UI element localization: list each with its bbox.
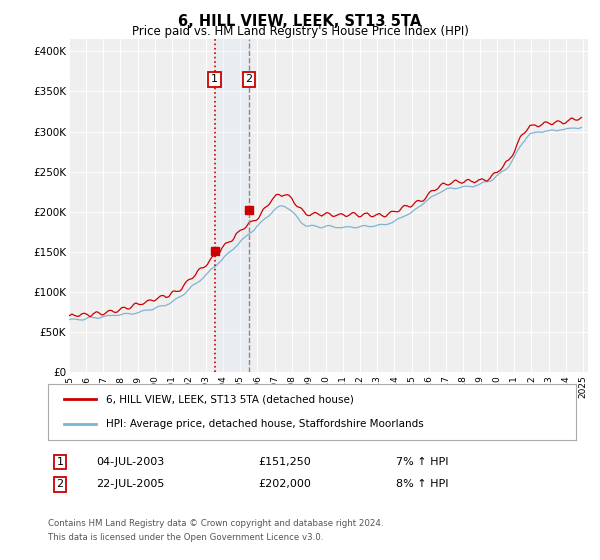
Text: 2: 2 xyxy=(56,479,64,489)
Text: 7% ↑ HPI: 7% ↑ HPI xyxy=(396,457,449,467)
Text: 04-JUL-2003: 04-JUL-2003 xyxy=(96,457,164,467)
Text: This data is licensed under the Open Government Licence v3.0.: This data is licensed under the Open Gov… xyxy=(48,533,323,542)
Text: 6, HILL VIEW, LEEK, ST13 5TA: 6, HILL VIEW, LEEK, ST13 5TA xyxy=(178,14,422,29)
Text: 2: 2 xyxy=(245,74,253,85)
Text: 6, HILL VIEW, LEEK, ST13 5TA (detached house): 6, HILL VIEW, LEEK, ST13 5TA (detached h… xyxy=(106,394,354,404)
Text: £151,250: £151,250 xyxy=(258,457,311,467)
Text: £202,000: £202,000 xyxy=(258,479,311,489)
Text: 1: 1 xyxy=(56,457,64,467)
Text: Price paid vs. HM Land Registry's House Price Index (HPI): Price paid vs. HM Land Registry's House … xyxy=(131,25,469,38)
Text: 8% ↑ HPI: 8% ↑ HPI xyxy=(396,479,449,489)
Text: HPI: Average price, detached house, Staffordshire Moorlands: HPI: Average price, detached house, Staf… xyxy=(106,419,424,429)
Text: 22-JUL-2005: 22-JUL-2005 xyxy=(96,479,164,489)
Text: Contains HM Land Registry data © Crown copyright and database right 2024.: Contains HM Land Registry data © Crown c… xyxy=(48,519,383,528)
Bar xyxy=(215,39,249,372)
Text: 1: 1 xyxy=(211,74,218,85)
